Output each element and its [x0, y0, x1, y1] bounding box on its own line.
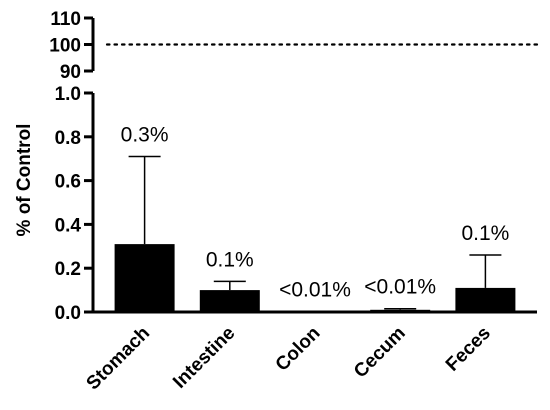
data-label: 0.3% — [121, 124, 169, 147]
lower-tick-label: 0.2 — [55, 259, 81, 280]
data-label: <0.01% — [364, 276, 436, 299]
bar — [285, 310, 345, 312]
upper-tick-label: 90 — [60, 62, 81, 83]
upper-y-axis: 90 100 110 — [49, 9, 542, 83]
lower-tick-label: 1.0 — [55, 84, 81, 105]
bar — [114, 244, 175, 312]
bar — [370, 309, 431, 312]
category-label: Stomach — [83, 323, 155, 395]
data-labels: 0.3% 0.1% <0.01% <0.01% 0.1% — [121, 124, 510, 302]
category-labels: Stomach Intestine Colon Cecum Feces — [83, 323, 495, 395]
lower-tick-label: 0.0 — [55, 303, 81, 324]
data-label: 0.1% — [206, 248, 254, 271]
lower-tick-label: 0.4 — [55, 215, 82, 236]
category-label: Cecum — [350, 323, 410, 383]
y-axis-label: % of Control — [14, 124, 35, 237]
upper-tick-label: 100 — [49, 36, 81, 57]
upper-tick-label: 110 — [50, 9, 81, 30]
bar — [455, 287, 516, 312]
bars — [114, 155, 516, 312]
lower-tick-label: 0.6 — [55, 172, 81, 193]
data-label: 0.1% — [461, 222, 509, 245]
data-label: <0.01% — [279, 278, 351, 301]
bar — [199, 290, 260, 312]
category-label: Intestine — [169, 323, 239, 393]
category-label: Colon — [272, 323, 325, 376]
lower-tick-label: 0.8 — [55, 128, 81, 149]
category-label: Feces — [442, 323, 495, 376]
